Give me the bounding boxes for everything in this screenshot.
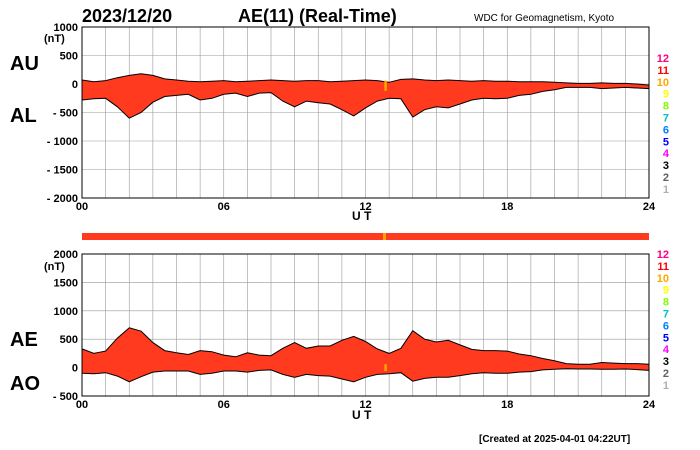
au-al-legend-count-3: 3 [663, 160, 669, 172]
ae-ao-y-unit-label: (nT) [44, 261, 65, 273]
au-al-x-tick-labels: 00 06 12 18 24 [76, 201, 656, 213]
au-al-legend-count-8: 8 [663, 101, 669, 113]
au-al-x-tick-label: 18 [501, 201, 513, 213]
au-al-x-tick-label: 24 [643, 201, 656, 213]
au-al-y-tick-label: - 2000 [47, 193, 78, 205]
ae-ao-legend-count-10: 10 [657, 273, 669, 285]
ae-ao-y-tick-label: 500 [60, 334, 78, 346]
au-al-y-tick-label: - 1000 [47, 136, 78, 148]
au-al-legend-count-4: 4 [663, 148, 670, 160]
series-line-ao [81, 368, 650, 383]
ae-ao-legend-count-12: 12 [657, 249, 669, 261]
source-label: WDC for Geomagnetism, Kyoto [474, 13, 614, 24]
au-al-y-unit-label: (nT) [44, 33, 65, 45]
au-al-plot-frame [81, 26, 650, 199]
au-al-filled-band [82, 73, 649, 119]
au-series-label: AU [10, 53, 39, 75]
ae-ao-y-tick-label: - 500 [53, 391, 78, 403]
au-al-grid [82, 27, 649, 198]
created-timestamp: [Created at 2025-04-01 04:22UT] [479, 434, 630, 445]
au-al-y-tick-label: 500 [60, 51, 78, 63]
ae-ao-legend-count-11: 11 [657, 261, 669, 273]
ae-ao-y-tick-label: 2000 [54, 249, 78, 261]
ae-ao-y-tick-label: 1000 [54, 306, 78, 318]
au-al-y-tick-label: 0 [72, 79, 78, 91]
au-al-y-tick-labels: 1000 500 0 - 500 - 1000 - 1500 - 2000 [47, 22, 78, 205]
ae-ao-x-axis-label: U T [352, 408, 372, 422]
ae-ao-x-tick-label: 18 [501, 399, 513, 411]
au-al-x-tick-label: 12 [359, 201, 371, 213]
au-al-legend-count-2: 2 [663, 172, 669, 184]
au-al-legend-count-9: 9 [663, 89, 669, 101]
au-al-y-tick-label: - 500 [53, 108, 78, 120]
ae-ao-x-tick-label: 12 [359, 399, 371, 411]
series-line-ae [81, 327, 650, 365]
au-al-legend-count-7: 7 [663, 113, 669, 125]
au-al-legend-count-10: 10 [657, 77, 669, 89]
ae-ao-legend-count-4: 4 [663, 344, 670, 356]
ae-ao-legend-count-8: 8 [663, 297, 669, 309]
date-title: 2023/12/20 [82, 6, 172, 26]
series-line-au [81, 73, 650, 86]
au-al-y-tick-label: - 1500 [47, 165, 78, 177]
ae-ao-area [81, 327, 650, 383]
au-al-x-tick-label: 06 [218, 201, 230, 213]
station-count-bar-gap-marker [383, 233, 386, 240]
ae-ao-legend-count-7: 7 [663, 309, 669, 321]
chart-title: AE(11) (Real-Time) [238, 6, 397, 26]
au-al-legend-count-11: 11 [657, 65, 669, 77]
ae-ao-x-tick-labels: 00 06 12 18 24 [76, 399, 656, 411]
al-series-label: AL [10, 105, 37, 127]
ae-ao-x-tick-label: 24 [643, 399, 656, 411]
ae-ao-legend-count-2: 2 [663, 368, 669, 380]
ae-ao-filled-band [82, 327, 649, 382]
ae-ao-legend-count-1: 1 [663, 380, 669, 392]
ao-series-label: AO [10, 373, 40, 395]
ae-ao-legend-count-5: 5 [663, 332, 669, 344]
ae-ao-y-tick-label: 0 [72, 363, 78, 375]
station-count-bar [82, 233, 649, 240]
ae-ao-legend-count-9: 9 [663, 285, 669, 297]
ae-ao-legend-count-3: 3 [663, 356, 669, 368]
au-al-legend-count-12: 12 [657, 53, 669, 65]
ae-ao-x-tick-label: 06 [218, 399, 230, 411]
ae-ao-legend-count-6: 6 [663, 320, 669, 332]
au-al-area [81, 73, 650, 119]
ae-ao-plot-frame [81, 253, 650, 397]
au-al-legend-count-1: 1 [663, 184, 669, 196]
au-al-x-axis-label: U T [352, 209, 372, 223]
ae-ao-y-tick-labels: 2000 1500 1000 500 0 - 500 [53, 249, 78, 403]
ae-series-label: AE [10, 329, 38, 351]
ae-ao-x-tick-label: 00 [76, 399, 88, 411]
au-al-x-tick-label: 00 [76, 201, 88, 213]
au-al-legend-count-6: 6 [663, 124, 669, 136]
au-al-y-tick-label: 1000 [54, 22, 78, 34]
au-al-legend-count-5: 5 [663, 136, 669, 148]
series-line-al [81, 86, 650, 119]
ae-ao-y-tick-label: 1500 [54, 277, 78, 289]
